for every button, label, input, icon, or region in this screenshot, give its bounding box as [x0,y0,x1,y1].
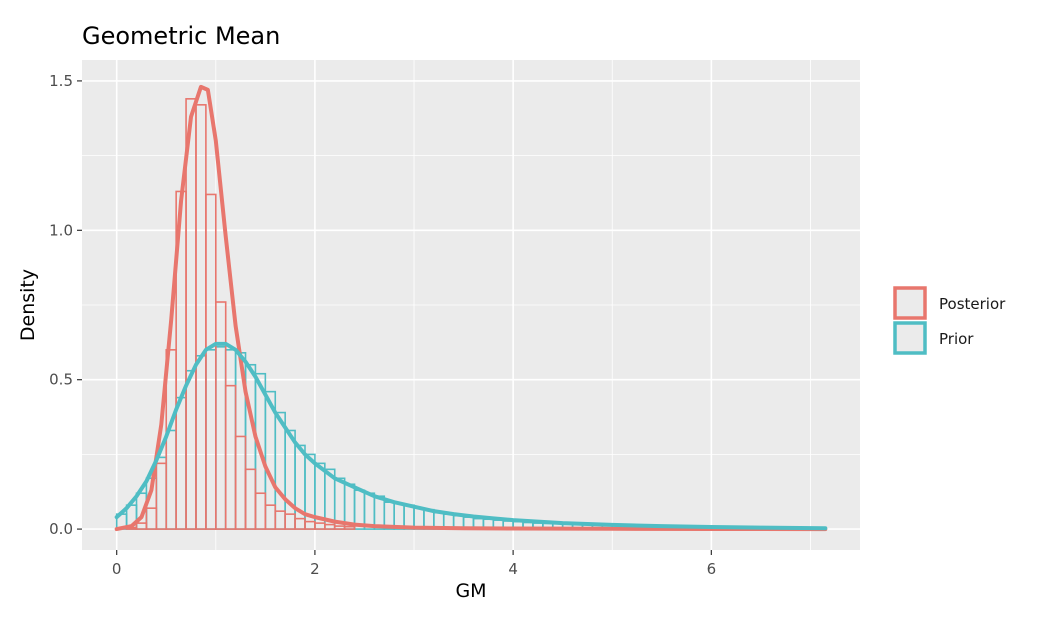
density-curve-posterior [114,84,828,532]
histogram-posterior [125,98,356,530]
x-tick-label: 6 [707,560,717,578]
legend-key-posterior [893,286,927,320]
legend-label-posterior: Posterior [939,295,1006,313]
x-tick-label: 0 [112,560,122,578]
grid-lines [82,60,860,550]
y-tick-label: 1.5 [49,72,73,90]
y-tick-label: 1.0 [49,221,73,239]
legend: Posterior Prior [893,286,1006,355]
density-curves [114,84,828,532]
axes: 0 2 4 6 0.0 0.5 1.0 1.5 [49,72,716,578]
chart-title: Geometric Mean [82,22,280,50]
y-tick-label: 0.0 [49,520,73,538]
legend-item-prior: Prior [893,321,974,355]
y-axis-title: Density [17,269,39,341]
x-tick-label: 2 [310,560,320,578]
legend-item-posterior: Posterior [893,286,1006,320]
x-tick-label: 4 [508,560,518,578]
x-axis-title: GM [455,580,486,602]
bar-posterior [343,525,356,530]
legend-label-prior: Prior [939,330,974,348]
y-tick-label: 0.5 [49,371,73,389]
density-curve-prior [114,341,828,531]
legend-key-prior [893,321,927,355]
